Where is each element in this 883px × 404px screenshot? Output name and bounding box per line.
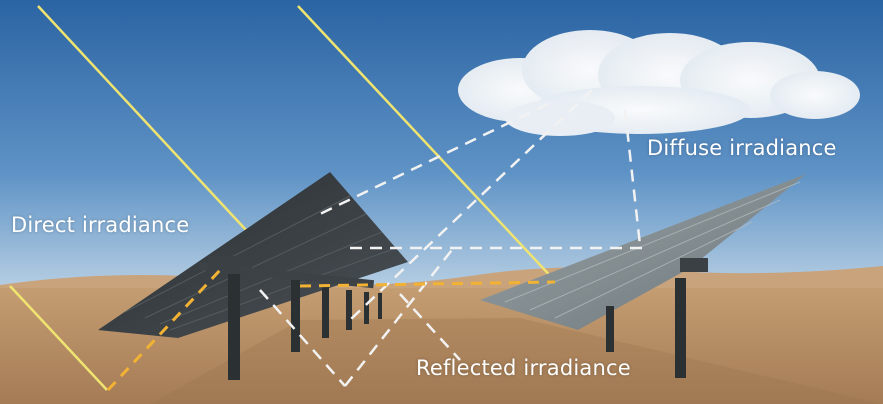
diffuse-irradiance-label: Diffuse irradiance	[647, 136, 837, 160]
reflected-irradiance-label: Reflected irradiance	[416, 356, 631, 380]
direct-irradiance-label: Direct irradiance	[11, 213, 189, 237]
